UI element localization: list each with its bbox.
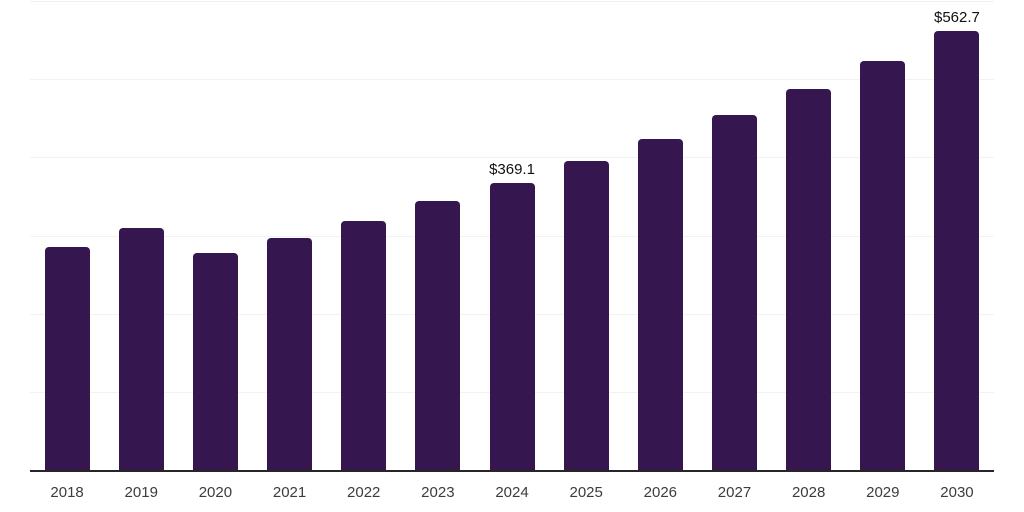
bar-2022 — [341, 221, 387, 471]
bars-row: $369.1 $562.7 — [30, 2, 994, 471]
gridline-400 — [30, 157, 994, 159]
bar-2025 — [563, 161, 609, 471]
x-label-2028: 2028 — [791, 484, 826, 501]
plot-area: $369.1 $562.7 — [30, 1, 994, 472]
bar-2021 — [267, 237, 313, 471]
x-label-2029: 2029 — [866, 484, 900, 501]
bar-2026 — [637, 138, 683, 471]
value-label-2024: $369.1 — [489, 160, 535, 178]
bar-2030 — [934, 31, 980, 471]
x-label-2030: 2030 — [940, 484, 974, 501]
bar-2023 — [415, 201, 461, 471]
x-label-2020: 2020 — [198, 484, 233, 501]
bar-slot-2025 — [549, 2, 623, 471]
bar-slot-2030: $562.7 — [920, 2, 994, 471]
bar-slot-2024: $369.1 — [475, 2, 549, 471]
bar-2018 — [44, 247, 90, 471]
bar-2020 — [192, 253, 238, 471]
x-axis-labels: 2018 2019 2020 2021 2022 2023 2024 2025 2026 2027… — [30, 483, 994, 503]
bar-2027 — [711, 114, 757, 471]
bar-slot-2019 — [104, 2, 178, 471]
x-label-2024: 2024 — [495, 484, 529, 501]
x-axis-line — [30, 470, 994, 472]
bar-slot-2026 — [623, 2, 697, 471]
value-label-2030: $562.7 — [934, 9, 980, 27]
x-label-2022: 2022 — [347, 484, 381, 501]
bar-slot-2022 — [327, 2, 401, 471]
gridline-600 — [30, 1, 994, 2]
bar-slot-2028 — [772, 2, 846, 471]
x-label-2021: 2021 — [272, 484, 307, 501]
x-label-2023: 2023 — [421, 484, 455, 501]
bar-slot-2027 — [697, 2, 771, 471]
x-label-2026: 2026 — [643, 484, 678, 501]
gridline-500 — [30, 79, 994, 81]
bar-2029 — [860, 60, 906, 471]
bar-slot-2023 — [401, 2, 475, 471]
bar-slot-2021 — [252, 2, 326, 471]
x-label-2019: 2019 — [124, 484, 158, 501]
bar-2028 — [786, 88, 832, 471]
bar-slot-2018 — [30, 2, 104, 471]
x-label-2025: 2025 — [569, 484, 603, 501]
bar-2024 — [489, 182, 535, 471]
x-label-2018: 2018 — [50, 484, 84, 501]
x-label-2027: 2027 — [717, 484, 752, 501]
bar-slot-2029 — [846, 2, 920, 471]
bar-slot-2020 — [178, 2, 252, 471]
bar-2019 — [118, 228, 164, 471]
